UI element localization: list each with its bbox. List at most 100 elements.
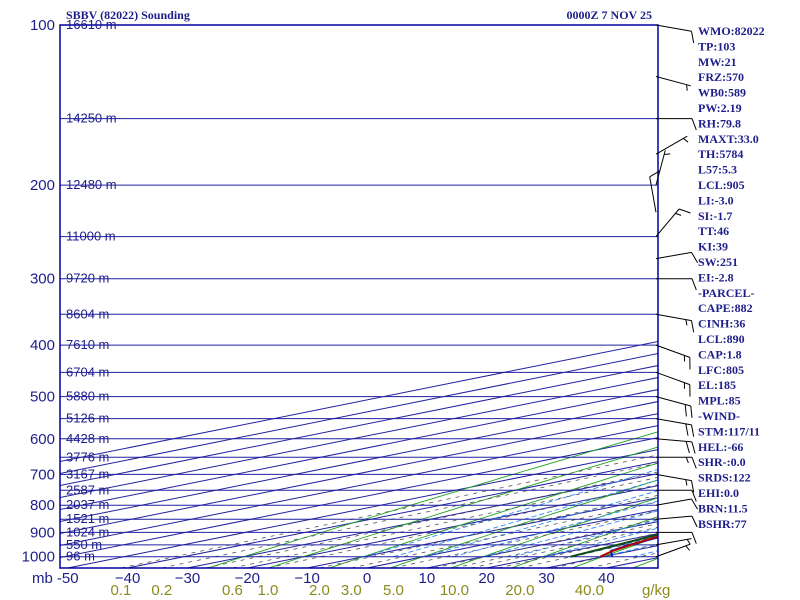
isotherm-line [127,461,658,568]
temperature-tick-label: −20 [235,570,260,587]
index-label: LFC:805 [698,363,744,377]
wind-barb-feather [691,278,697,291]
pressure-tick-label: 100 [30,17,55,34]
wind-barb-feather [691,480,695,493]
height-label: 2037 m [66,497,109,512]
pressure-tick-label: 500 [30,389,55,406]
isotherm-line [60,389,658,511]
index-label: TP:103 [698,39,735,53]
mixing-ratio-label: 0.1 [111,582,132,599]
index-label: LCL:890 [698,332,745,346]
dry-adiabat-line [268,446,658,568]
wind-barb-staff [655,24,692,32]
index-label: TH:5784 [698,147,743,161]
temperature-tick-label: 10 [419,570,436,587]
index-label: -PARCEL- [698,286,754,300]
height-label: 1024 m [66,524,109,539]
height-label: 6704 m [66,364,109,379]
pressure-tick-label: 900 [30,524,55,541]
index-label: CAPE:882 [698,301,753,315]
height-label: 550 m [66,537,102,552]
temperature-tick-label: −40 [115,570,140,587]
moist-adiabat-line [512,519,658,558]
moist-adiabat-line [572,535,658,558]
temperature-tick-label: 40 [598,570,615,587]
wind-barb-staff [655,498,692,506]
wind-barb-feather [664,153,671,155]
isotherm-line [60,353,658,475]
wind-barb-feather [683,138,689,143]
pressure-tick-label: 200 [30,177,55,194]
wind-barb-staff [655,438,692,443]
wind-barb-feather [686,84,688,91]
dry-adiabat-line [571,536,658,568]
dry-adiabat-line [207,431,658,568]
index-label: KI:39 [698,240,728,254]
index-label: BRN:11.5 [698,501,748,515]
isotherm-line [60,341,658,463]
index-label: STM:117/11 [698,424,760,438]
wind-barb-feather [685,457,689,464]
moist-adiabat-line [423,490,658,558]
wind-barb-feather [690,405,693,418]
pressure-tick-label: 600 [30,431,55,448]
temperature-tick-label: −30 [175,570,200,587]
height-label: 4428 m [66,431,109,446]
index-label: TT:46 [698,224,729,238]
wind-barb-feather [675,212,682,216]
height-label: 7610 m [66,337,109,352]
wind-barb-staff [655,473,692,482]
index-label: CAP:1.8 [698,347,742,361]
dry-adiabat-line [389,479,658,568]
height-label: 2587 m [66,482,109,497]
index-label: FRZ:570 [698,70,744,84]
mixing-ratio-label: 2.0 [309,582,330,599]
height-label: 3167 m [66,466,109,481]
wind-barb-staff [655,135,688,155]
mixing-ratio-label: 0.6 [222,582,243,599]
temperature-tick-label: 0 [363,570,371,587]
moist-adiabat-line [452,500,658,558]
height-label: 11000 m [66,229,116,244]
wind-barb-feather [691,532,697,544]
wind-barb-staff [655,371,690,386]
index-label: PW:2.19 [698,101,742,115]
dewpoint-line [570,533,658,558]
index-label: EI:-2.8 [698,270,734,284]
index-label: L57:5.3 [698,163,737,177]
moist-adiabat-line [393,479,658,558]
wind-barb-feather [691,320,695,333]
wind-barb-feather [691,441,696,454]
wind-barb-staff [649,176,657,213]
pressure-unit-label: mb [32,570,53,587]
chart-title: SBBV (82022) Sounding [66,8,190,22]
height-label: 5126 m [66,411,109,426]
height-label: 8604 m [66,306,109,321]
mixing-ratio-label: 10.0 [440,582,469,599]
temperature-tick-label: -50 [57,570,79,587]
index-label: MW:21 [698,55,737,69]
wind-barb-staff [655,538,692,546]
wind-barb-feather [685,423,689,436]
isotherm-line [60,425,658,547]
index-label: SRDS:122 [698,471,751,485]
height-label: 14250 m [66,111,117,126]
wind-barb-feather [686,539,691,545]
mixing-ratio-label: 0.2 [151,582,172,599]
wind-barb-staff [655,150,666,186]
height-label: 9720 m [66,271,109,286]
index-label: SW:251 [698,255,738,269]
dry-adiabat-line [754,25,800,568]
mixing-ratio-line [393,510,658,568]
index-label: RH:79.8 [698,116,741,130]
index-label: EL:185 [698,378,736,392]
wind-barb-staff [655,251,692,260]
mixing-ratio-label: 20.0 [505,582,534,599]
wind-barb-feather [685,319,688,326]
index-label: HEL:-66 [698,440,743,454]
pressure-tick-label: 700 [30,466,55,483]
mixing-ratio-line [434,518,658,568]
wind-barb-feather [691,498,699,510]
